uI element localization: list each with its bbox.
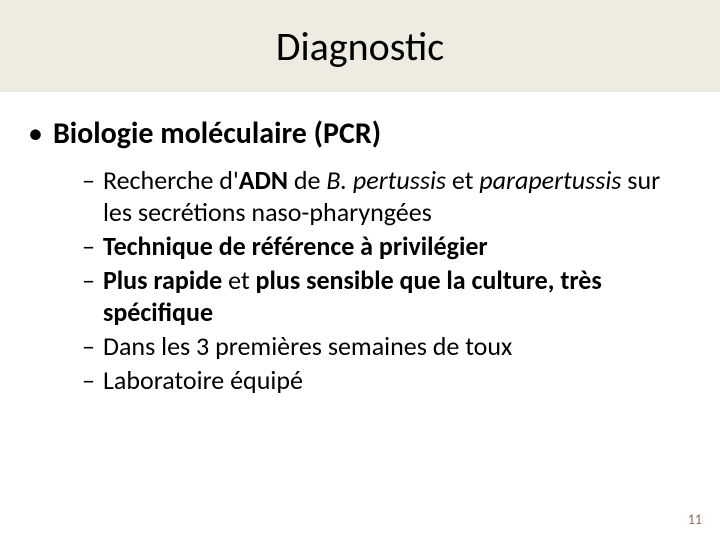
dash-icon: – xyxy=(82,264,95,296)
item-text-3: Plus rapide et plus sensible que la cult… xyxy=(103,264,692,328)
item-text-1: Recherche d'ADN de B. pertussis et parap… xyxy=(103,164,692,228)
dash-icon: – xyxy=(82,230,95,262)
item-text-2: Technique de référence à privilégier xyxy=(103,230,488,262)
bullet-level1: • Biologie moléculaire (PCR) xyxy=(28,116,692,152)
item-text-4: Dans les 3 premières semaines de toux xyxy=(103,330,512,362)
dash-icon: – xyxy=(82,364,95,396)
bullet-dot-icon: • xyxy=(28,116,43,152)
level2-list: – Recherche d'ADN de B. pertussis et par… xyxy=(28,164,692,396)
slide-title: Diagnostic xyxy=(276,22,444,71)
list-item: – Recherche d'ADN de B. pertussis et par… xyxy=(82,164,692,228)
list-item: – Technique de référence à privilégier xyxy=(82,230,692,262)
item-text-5: Laboratoire équipé xyxy=(103,364,303,396)
slide-content: • Biologie moléculaire (PCR) – Recherche… xyxy=(0,92,720,396)
list-item: – Dans les 3 premières semaines de toux xyxy=(82,330,692,362)
list-item: – Laboratoire équipé xyxy=(82,364,692,396)
dash-icon: – xyxy=(82,330,95,362)
level1-text: Biologie moléculaire (PCR) xyxy=(53,116,381,152)
page-number: 11 xyxy=(688,511,702,528)
dash-icon: – xyxy=(82,164,95,196)
list-item: – Plus rapide et plus sensible que la cu… xyxy=(82,264,692,328)
title-bar: Diagnostic xyxy=(0,0,720,92)
